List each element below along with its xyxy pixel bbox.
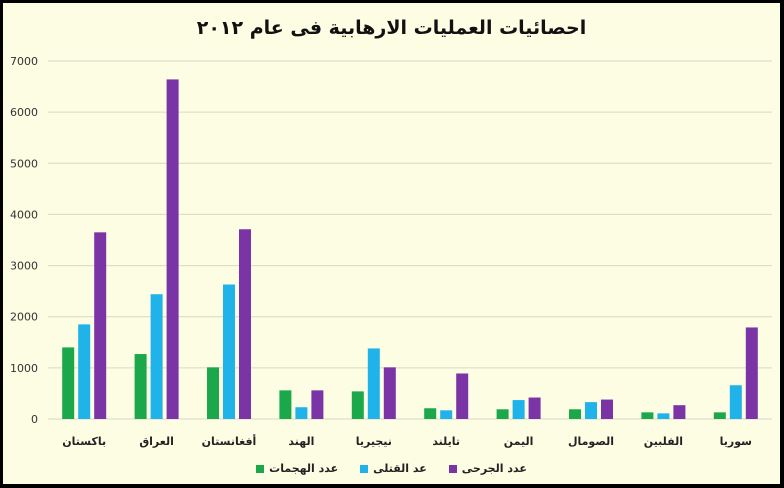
bar	[383, 367, 396, 419]
bar	[166, 79, 179, 419]
bar	[94, 232, 107, 419]
legend-swatch-killed	[360, 464, 369, 473]
y-tick-label: 2000	[10, 311, 38, 324]
bar	[311, 390, 324, 419]
bar-chart: 0 1000 2000 3000 4000 5000 6000 7000 باكستان العر…	[10, 55, 772, 448]
y-tick-label: 0	[31, 413, 38, 426]
bar	[367, 348, 380, 419]
x-tick-label: سوريا	[720, 435, 752, 448]
bar	[569, 409, 581, 419]
y-tick-label: 4000	[10, 208, 38, 221]
chart-legend: عدد الهجمات عد القتلى عدد الجرحى	[3, 462, 780, 475]
legend-label-killed: عد القتلى	[373, 462, 427, 475]
bar	[601, 399, 613, 419]
bar	[207, 367, 219, 419]
bar	[78, 324, 91, 419]
bar	[657, 413, 670, 419]
bar	[456, 373, 469, 419]
x-tick-label: الفلبين	[644, 435, 683, 448]
bar	[223, 284, 235, 419]
bar	[134, 354, 147, 419]
bar	[729, 385, 742, 419]
bar	[713, 412, 726, 419]
bar	[512, 400, 525, 419]
bar	[585, 402, 597, 419]
legend-label-attacks: عدد الهجمات	[269, 462, 339, 475]
bar	[641, 412, 654, 419]
bar	[496, 409, 509, 419]
bar	[673, 405, 686, 419]
bar	[440, 410, 453, 419]
bar	[424, 408, 437, 419]
x-tick-label: أفغانستان	[202, 434, 257, 448]
bar	[351, 391, 364, 419]
chart-title: احصائيات العمليات الارهابية فى عام ٢٠١٢	[196, 17, 587, 39]
y-tick-label: 1000	[10, 362, 38, 375]
y-tick-label: 6000	[10, 106, 38, 119]
bar	[528, 397, 541, 419]
x-tick-label: نيجيريا	[356, 435, 392, 448]
bar	[150, 294, 163, 419]
chart-panel: احصائيات العمليات الارهابية فى عام ٢٠١٢ …	[3, 3, 780, 484]
legend-swatch-wounded	[448, 464, 457, 473]
y-tick-label: 3000	[10, 260, 38, 273]
y-tick-label: 7000	[10, 55, 38, 68]
bar	[279, 390, 292, 419]
x-tick-label: الهند	[288, 435, 314, 448]
x-tick-label: اليمن	[504, 435, 534, 448]
legend-label-wounded: عدد الجرحى	[461, 462, 527, 475]
legend-swatch-attacks	[256, 464, 265, 473]
bar	[745, 327, 758, 419]
bar	[239, 229, 251, 419]
bar	[62, 347, 75, 419]
x-tick-label: الصومال	[568, 435, 614, 448]
legend-item-killed: عد القتلى	[360, 462, 427, 475]
y-tick-label: 5000	[10, 157, 38, 170]
legend-item-wounded: عدد الجرحى	[448, 462, 527, 475]
x-tick-label: باكستان	[62, 435, 106, 448]
x-tick-label: العراق	[139, 435, 174, 448]
x-tick-label: تايلند	[432, 435, 460, 448]
bar	[295, 407, 308, 419]
legend-item-attacks: عدد الهجمات	[256, 462, 338, 475]
